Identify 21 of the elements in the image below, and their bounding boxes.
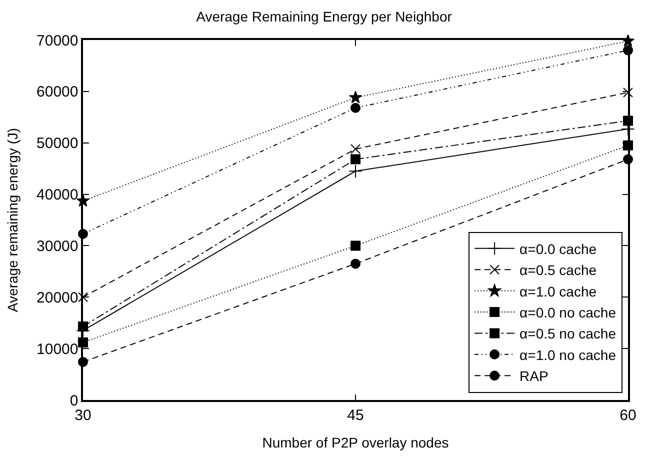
y-axis-title: Average remaining energy (J) [4,128,21,312]
legend-label: α=0.5 cache [520,262,597,278]
y-tick-label: 40000 [36,186,78,204]
legend-label: α=0.0 no cache [520,304,616,320]
y-tick-label: 50000 [36,135,78,152]
y-tick-label: 30000 [36,238,78,255]
x-tick-label: 60 [620,406,636,424]
legend-label: RAP [520,368,548,384]
y-tick-label: 0 [70,392,78,410]
chart-title: Average Remaining Energy per Neighbor [196,8,452,24]
y-tick-label: 20000 [36,289,78,306]
legend-label: α=1.0 no cache [520,346,616,363]
y-tick-label: 10000 [36,340,78,358]
legend-label: α=1.0 cache [520,283,597,300]
x-axis-title: Number of P2P overlay nodes [262,434,449,451]
legend-label: α=0.5 no cache [520,326,616,342]
x-tick-label: 45 [347,406,364,424]
legend-label: α=0.0 cache [520,240,597,257]
y-tick-label: 60000 [36,84,78,101]
y-tick-label: 70000 [36,32,78,50]
x-tick-label: 30 [74,406,92,424]
